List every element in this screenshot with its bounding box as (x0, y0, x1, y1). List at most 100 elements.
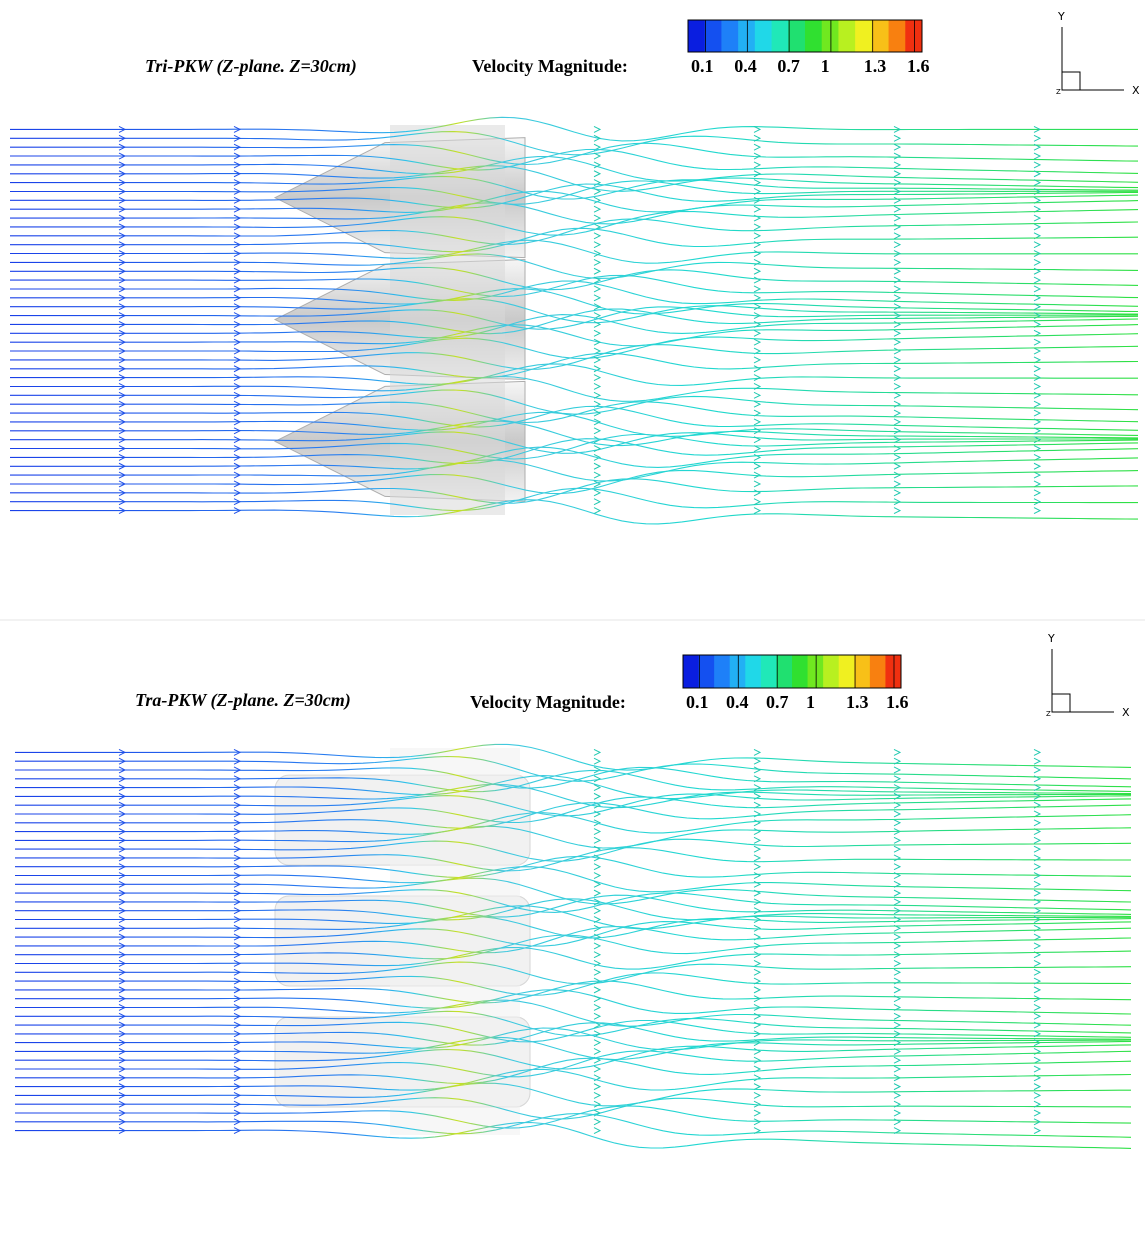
colorbar-swatch (838, 20, 855, 52)
colorbar-tick-label: 0.7 (777, 56, 800, 76)
colorbar-tick-label: 1.6 (907, 56, 930, 76)
flow-arrow (754, 224, 760, 230)
streamline (10, 117, 1138, 141)
x-axis-label: X (1132, 84, 1140, 97)
colorbar-swatch (792, 655, 808, 688)
flow-arrow (594, 1004, 600, 1010)
flow-arrow (594, 1084, 600, 1090)
streamline (15, 906, 1131, 929)
flow-arrow (754, 873, 760, 879)
flow-arrow (894, 215, 900, 221)
flow-arrow (894, 1022, 900, 1028)
page: Tri-PKW (Z-plane. Z=30cm) Velocity Magnit… (0, 0, 1145, 1247)
flow-arrow (754, 277, 760, 283)
flow-arrow (1034, 481, 1040, 487)
streamline (15, 744, 1131, 770)
flow-arrow (754, 339, 760, 345)
streamline (10, 447, 1138, 469)
flow-arrow (754, 969, 760, 975)
flow-arrow (594, 446, 600, 452)
colorbar-tick-label: 0.7 (766, 692, 789, 712)
colorbar-swatch (745, 655, 761, 688)
flow-arrow (1034, 259, 1040, 265)
flow-arrow (754, 1048, 760, 1054)
colorbar-swatch (721, 20, 738, 52)
panel-title: Tri-PKW (Z-plane. Z=30cm) (145, 56, 357, 77)
flow-arrow (594, 259, 600, 265)
flow-arrow (594, 375, 600, 381)
streamline (15, 867, 1131, 892)
flow-arrow (894, 259, 900, 265)
streamline (10, 201, 1138, 224)
flow-arrow (894, 454, 900, 460)
flow-arrow (594, 758, 600, 764)
flow-arrow (754, 126, 760, 132)
flow-arrow (594, 472, 600, 478)
flow-arrow (754, 171, 760, 177)
flow-arrow (1034, 820, 1040, 826)
flow-arrow (894, 969, 900, 975)
colorbar-swatch (808, 655, 824, 688)
streamline (15, 1069, 1131, 1090)
streamline (10, 470, 1138, 493)
flow-arrow (754, 375, 760, 381)
streamline (10, 210, 1138, 236)
flow-arrow (894, 820, 900, 826)
flow-arrow (754, 1092, 760, 1098)
flow-arrow (894, 767, 900, 773)
flow-arrow (594, 864, 600, 870)
flow-arrow (594, 383, 600, 389)
colorbar-tick-label: 1 (821, 56, 830, 76)
flow-arrow (754, 330, 760, 336)
streamline (15, 990, 1131, 1014)
flow-arrow (894, 171, 900, 177)
flow-arrow (894, 943, 900, 949)
streamline (15, 1051, 1131, 1077)
flow-arrow (894, 135, 900, 141)
flow-arrow (1034, 153, 1040, 159)
colorbar-swatch (889, 20, 906, 52)
flow-arrow (1034, 508, 1040, 514)
streamline (15, 1028, 1131, 1050)
colorbar-label: Velocity Magnitude: (470, 692, 626, 712)
flow-arrow (894, 153, 900, 159)
flow-arrow (594, 987, 600, 993)
flow-arrow (754, 304, 760, 310)
streamline (10, 267, 1138, 289)
flow-arrow (894, 899, 900, 905)
flow-arrow (1034, 224, 1040, 230)
flow-arrow (1034, 943, 1040, 949)
streamline (10, 219, 1138, 245)
streamline (10, 458, 1138, 481)
flow-arrow (1034, 987, 1040, 993)
colorbar-swatch (772, 20, 789, 52)
flow-arrow (594, 508, 600, 514)
flow-arrow (894, 383, 900, 389)
flow-arrow (894, 366, 900, 372)
colorbar-swatch (714, 655, 730, 688)
flow-arrow (594, 428, 600, 434)
streamline (10, 254, 1138, 279)
flow-arrow (594, 392, 600, 398)
streamline (10, 377, 1138, 402)
flow-arrow (1034, 490, 1040, 496)
flow-arrow (894, 286, 900, 292)
flow-arrow (894, 162, 900, 168)
flow-arrow (754, 366, 760, 372)
colorbar-swatch (839, 655, 855, 688)
flow-arrow (754, 987, 760, 993)
flow-arrow (1034, 1066, 1040, 1072)
streamline (15, 878, 1131, 904)
flow-arrow (594, 969, 600, 975)
streamline (10, 402, 1138, 423)
streamline (10, 500, 1138, 524)
panel: Tra-PKW (Z-plane. Z=30cm)Velocity Magnit… (15, 632, 1131, 1148)
flow-arrow (1034, 215, 1040, 221)
flow-arrow (894, 321, 900, 327)
flow-arrow (594, 952, 600, 958)
flow-arrow (1034, 242, 1040, 248)
flow-arrow (754, 785, 760, 791)
flow-arrow (894, 339, 900, 345)
flow-arrow (594, 330, 600, 336)
flow-arrow (1034, 499, 1040, 505)
